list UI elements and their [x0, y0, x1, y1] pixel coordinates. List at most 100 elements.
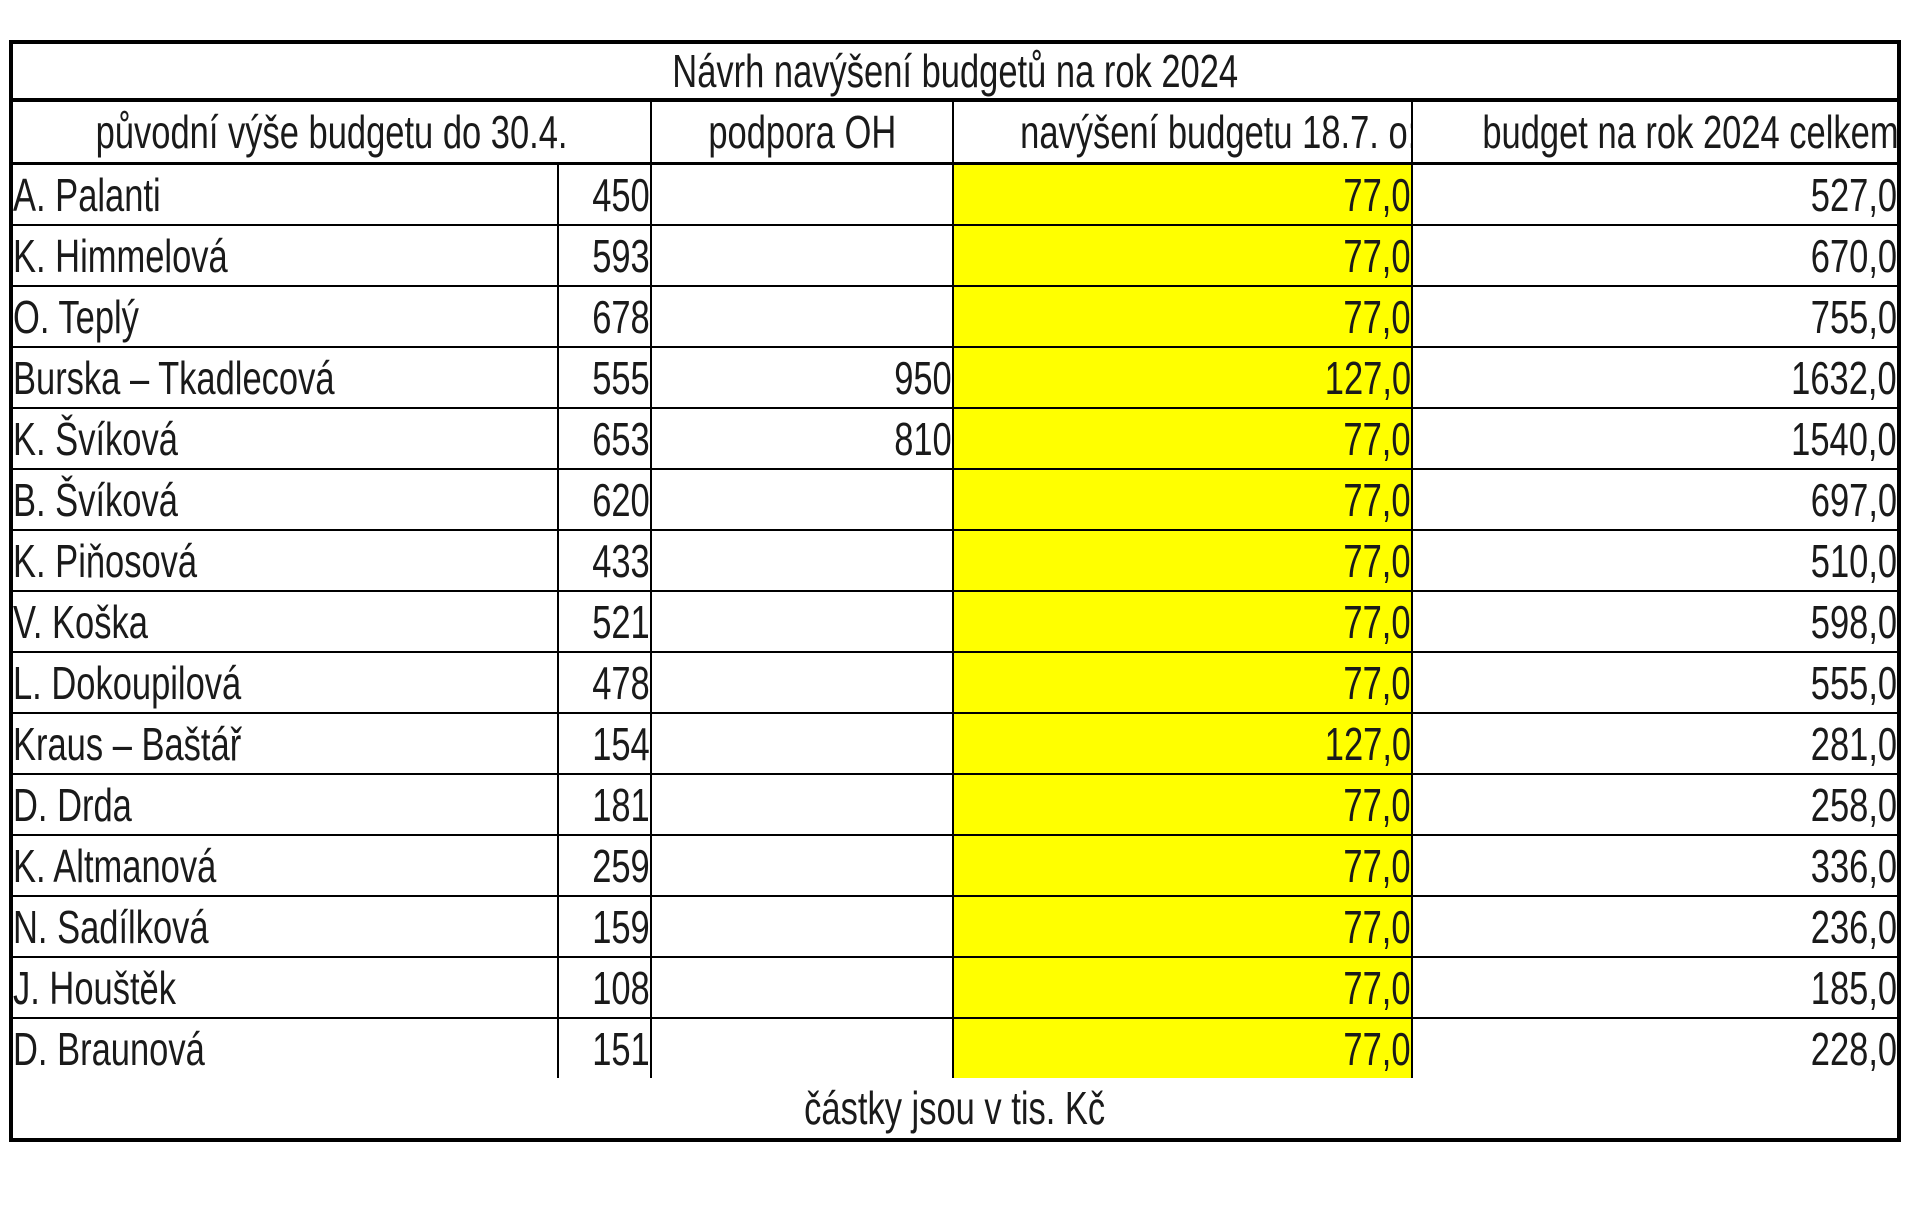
table-row: K. Švíková 653 810 77,0 1540,0: [10, 407, 1901, 470]
cell-celkem: 527,0: [1410, 162, 1901, 226]
cell-original-budget-text: 151: [592, 1022, 650, 1075]
cell-person-name-text: K. Piňosová: [13, 534, 198, 587]
cell-navyseni-text: 77,0: [1343, 595, 1411, 648]
cell-original-budget: 620: [557, 468, 652, 531]
cell-original-budget-text: 678: [592, 290, 650, 343]
cell-person-name: Burska – Tkadlecová: [10, 346, 559, 409]
cell-navyseni: 77,0: [952, 651, 1413, 714]
cell-celkem-text: 185,0: [1810, 961, 1898, 1014]
cell-person-name-text: K. Švíková: [13, 412, 178, 465]
cell-celkem-text: 1632,0: [1791, 351, 1898, 404]
cell-original-budget-text: 521: [592, 595, 650, 648]
cell-celkem: 185,0: [1410, 956, 1901, 1019]
col-header-podpora-oh-text: podpora OH: [708, 106, 896, 158]
cell-original-budget-text: 653: [592, 412, 650, 465]
cell-navyseni-text: 77,0: [1343, 412, 1411, 465]
cell-original-budget: 653: [557, 407, 652, 470]
table-row: Kraus – Baštář 154 127,0 281,0: [10, 712, 1901, 775]
col-header-celkem-text: budget na rok 2024 celkem: [1482, 106, 1899, 158]
cell-original-budget: 108: [557, 956, 652, 1019]
cell-person-name-text: A. Palanti: [13, 168, 161, 221]
cell-podpora-oh: 950: [650, 346, 954, 409]
table-row: D. Drda 181 77,0 258,0: [10, 773, 1901, 836]
table-title: Návrh navýšení budgetů na rok 2024: [9, 41, 1901, 102]
table-footnote: částky jsou v tis. Kč: [11, 1078, 1899, 1140]
cell-navyseni: 77,0: [952, 285, 1413, 348]
cell-navyseni: 127,0: [952, 712, 1413, 775]
table-row: K. Altmanová 259 77,0 336,0: [10, 834, 1901, 897]
cell-podpora-oh-text: 810: [894, 412, 952, 465]
col-header-original-budget: původní výše budgetu do 30.4.: [10, 99, 652, 165]
cell-original-budget-text: 154: [592, 717, 650, 770]
cell-celkem-text: 670,0: [1810, 229, 1898, 282]
cell-original-budget-text: 620: [592, 473, 650, 526]
cell-original-budget-text: 555: [592, 351, 650, 404]
table-row: Burska – Tkadlecová 555 950 127,0 1632,0: [10, 346, 1901, 409]
cell-navyseni-text: 77,0: [1343, 900, 1411, 953]
cell-celkem: 670,0: [1410, 224, 1901, 287]
table-title-text: Návrh navýšení budgetů na rok 2024: [672, 45, 1238, 97]
col-header-original-budget-text: původní výše budgetu do 30.4.: [95, 106, 568, 158]
cell-celkem: 555,0: [1410, 651, 1901, 714]
cell-navyseni-text: 77,0: [1343, 839, 1411, 892]
cell-celkem: 1540,0: [1410, 407, 1901, 470]
cell-podpora-oh: [650, 956, 954, 1019]
table-row: B. Švíková 620 77,0 697,0: [10, 468, 1901, 531]
cell-navyseni-text: 127,0: [1324, 717, 1411, 770]
cell-person-name: Kraus – Baštář: [10, 712, 559, 775]
cell-person-name: J. Houštěk: [10, 956, 559, 1019]
cell-celkem-text: 336,0: [1810, 839, 1898, 892]
cell-navyseni: 77,0: [952, 956, 1413, 1019]
cell-navyseni: 77,0: [952, 224, 1413, 287]
cell-celkem: 236,0: [1410, 895, 1901, 958]
cell-navyseni-text: 77,0: [1343, 290, 1411, 343]
cell-celkem: 1632,0: [1410, 346, 1901, 409]
cell-navyseni: 127,0: [952, 346, 1413, 409]
cell-person-name: D. Drda: [10, 773, 559, 836]
col-header-podpora-oh: podpora OH: [650, 99, 954, 165]
header-row: původní výše budgetu do 30.4. podpora OH…: [10, 99, 1901, 165]
cell-person-name-text: O. Teplý: [13, 290, 139, 343]
cell-navyseni-text: 77,0: [1343, 1022, 1411, 1075]
table-row: J. Houštěk 108 77,0 185,0: [10, 956, 1901, 1019]
cell-podpora-oh-text: 950: [894, 351, 952, 404]
cell-original-budget: 433: [557, 529, 652, 592]
table-row: A. Palanti 450 77,0 527,0: [10, 162, 1901, 226]
cell-person-name: D. Braunová: [10, 1017, 559, 1078]
cell-navyseni-text: 77,0: [1343, 778, 1411, 831]
cell-navyseni-text: 127,0: [1324, 351, 1411, 404]
cell-celkem-text: 281,0: [1810, 717, 1898, 770]
cell-navyseni-text: 77,0: [1343, 168, 1411, 221]
cell-celkem-text: 527,0: [1810, 168, 1898, 221]
cell-celkem-text: 1540,0: [1791, 412, 1898, 465]
cell-podpora-oh: [650, 773, 954, 836]
cell-celkem: 336,0: [1410, 834, 1901, 897]
cell-original-budget-text: 478: [592, 656, 650, 709]
col-header-navyseni-text: navýšení budgetu 18.7. o:: [1020, 106, 1412, 158]
table-row: D. Braunová 151 77,0 228,0: [10, 1017, 1901, 1078]
cell-navyseni: 77,0: [952, 834, 1413, 897]
cell-person-name: B. Švíková: [10, 468, 559, 531]
cell-podpora-oh: [650, 651, 954, 714]
cell-navyseni: 77,0: [952, 590, 1413, 653]
cell-person-name: K. Himmelová: [10, 224, 559, 287]
cell-navyseni: 77,0: [952, 407, 1413, 470]
cell-navyseni: 77,0: [952, 773, 1413, 836]
cell-original-budget: 159: [557, 895, 652, 958]
cell-celkem-text: 697,0: [1810, 473, 1898, 526]
cell-podpora-oh: [650, 834, 954, 897]
table-row: K. Himmelová 593 77,0 670,0: [10, 224, 1901, 287]
cell-person-name: O. Teplý: [10, 285, 559, 348]
cell-podpora-oh: [650, 162, 954, 226]
cell-person-name: K. Piňosová: [10, 529, 559, 592]
cell-original-budget: 450: [557, 162, 652, 226]
cell-person-name-text: K. Himmelová: [13, 229, 228, 282]
table-footnote-text: částky jsou v tis. Kč: [804, 1082, 1106, 1134]
cell-original-budget-text: 433: [592, 534, 650, 587]
cell-original-budget: 555: [557, 346, 652, 409]
cell-original-budget: 181: [557, 773, 652, 836]
col-header-celkem: budget na rok 2024 celkem: [1410, 99, 1901, 165]
cell-celkem: 598,0: [1410, 590, 1901, 653]
cell-original-budget: 521: [557, 590, 652, 653]
cell-original-budget-text: 181: [592, 778, 650, 831]
